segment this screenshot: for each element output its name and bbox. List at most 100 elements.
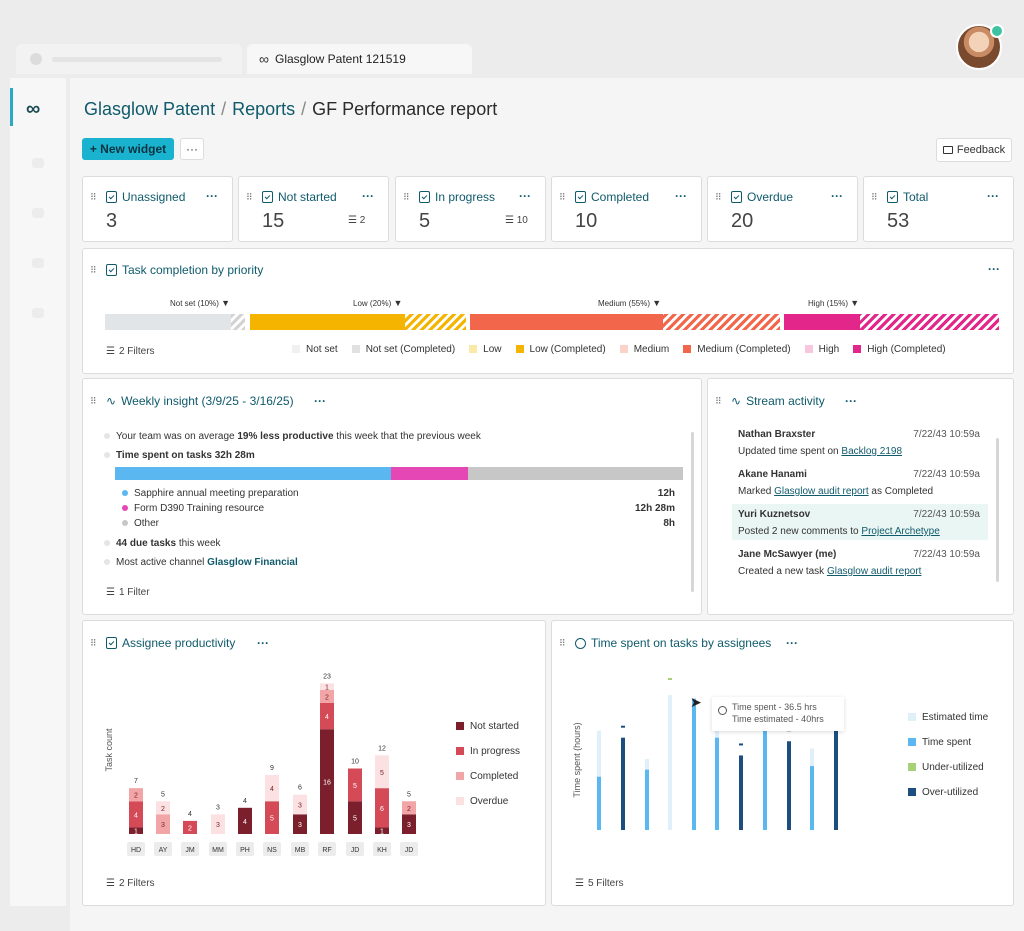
stat-card[interactable] bbox=[863, 176, 1014, 242]
priority-bar-low[interactable] bbox=[250, 314, 405, 330]
stat-more-button[interactable]: ··· bbox=[362, 189, 374, 203]
time-spent-filters[interactable]: ☰ 5 Filters bbox=[575, 878, 624, 889]
drag-handle-icon[interactable]: ⠿ bbox=[90, 265, 97, 275]
priority-bar-notset[interactable] bbox=[105, 314, 231, 330]
drag-handle-icon[interactable]: ⠿ bbox=[246, 192, 253, 202]
drag-handle-icon[interactable]: ⠿ bbox=[403, 192, 410, 202]
legend-item: High bbox=[804, 344, 839, 355]
activity-time: 7/22/43 10:59a bbox=[913, 509, 980, 520]
total-label: 4 bbox=[188, 811, 192, 818]
assignee-filters[interactable]: ☰ 2 Filters bbox=[106, 878, 155, 889]
new-widget-button[interactable]: + New widget bbox=[82, 138, 174, 160]
sidebar-icon[interactable] bbox=[32, 208, 44, 218]
drag-handle-icon[interactable]: ⠿ bbox=[559, 638, 566, 648]
segment-label: 4 bbox=[325, 714, 329, 721]
breadcrumb-root-link[interactable]: Glasglow Patent bbox=[84, 99, 216, 119]
stat-more-button[interactable]: ··· bbox=[987, 189, 999, 203]
priority-bar-notset-completed[interactable] bbox=[231, 314, 245, 330]
drag-handle-icon[interactable]: ⠿ bbox=[90, 638, 97, 648]
time-spent-more-button[interactable]: ··· bbox=[786, 636, 798, 650]
drag-handle-icon[interactable]: ⠿ bbox=[715, 396, 722, 406]
stat-more-button[interactable]: ··· bbox=[519, 189, 531, 203]
bar-segment bbox=[129, 801, 143, 828]
bar-segment bbox=[129, 788, 143, 802]
bar-segment bbox=[320, 729, 334, 834]
priority-filters[interactable]: ☰ 2 Filters bbox=[106, 346, 155, 357]
legend-item: Estimated time bbox=[908, 712, 988, 723]
segment-label: 2 bbox=[407, 806, 411, 813]
priority-bar-high[interactable] bbox=[784, 314, 860, 330]
activity-item[interactable]: Akane Hanami 7/22/43 10:59a Marked Glasglo… bbox=[732, 469, 988, 497]
stream-scrollbar[interactable] bbox=[996, 438, 999, 582]
assignee-more-button[interactable]: ··· bbox=[257, 636, 269, 650]
bar-segment bbox=[348, 801, 362, 834]
drag-handle-icon[interactable]: ⠿ bbox=[871, 192, 878, 202]
drag-handle-icon[interactable]: ⠿ bbox=[90, 396, 97, 406]
over-utilized-marker bbox=[621, 725, 625, 728]
feedback-label: Feedback bbox=[956, 144, 1006, 156]
total-label: 5 bbox=[161, 791, 165, 798]
priority-more-button[interactable]: ··· bbox=[988, 262, 1000, 276]
stat-more-button[interactable]: ··· bbox=[675, 189, 687, 203]
stat-more-button[interactable]: ··· bbox=[831, 189, 843, 203]
drag-handle-icon[interactable]: ⠿ bbox=[559, 192, 566, 202]
stat-more-button[interactable]: ··· bbox=[206, 189, 218, 203]
more-options-button[interactable]: ··· bbox=[180, 138, 204, 160]
stat-value: 53 bbox=[887, 210, 910, 232]
channel-link[interactable]: Glasglow Financial bbox=[207, 557, 298, 568]
activity-link[interactable]: Glasglow audit report bbox=[774, 486, 869, 497]
drag-handle-icon[interactable]: ⠿ bbox=[715, 192, 722, 202]
bar-segment bbox=[402, 814, 416, 834]
sidebar-icon[interactable] bbox=[32, 158, 44, 168]
stat-card[interactable] bbox=[395, 176, 546, 242]
stat-card[interactable] bbox=[707, 176, 858, 242]
activity-description: Updated time spent on Backlog 2198 bbox=[738, 446, 903, 457]
activity-link[interactable]: Backlog 2198 bbox=[841, 446, 903, 457]
stat-filter-count[interactable]: ☰ 10 bbox=[505, 215, 528, 226]
segment-label: 1 bbox=[380, 829, 384, 836]
priority-bar-low-completed[interactable] bbox=[405, 314, 466, 330]
activity-link[interactable]: Project Archetype bbox=[861, 526, 940, 537]
activity-link[interactable]: Glasglow audit report bbox=[826, 566, 922, 577]
segment-label: 3 bbox=[216, 822, 220, 829]
stat-title: Completed bbox=[575, 190, 649, 204]
time-bar-form[interactable] bbox=[391, 467, 468, 480]
sidebar: ∞ bbox=[10, 78, 66, 906]
total-label: 12 bbox=[378, 745, 386, 752]
activity-item[interactable]: Jane McSawyer (me) 7/22/43 10:59a Created … bbox=[732, 549, 988, 577]
tab-glasglow-patent[interactable]: ∞ Glasglow Patent 121519 bbox=[247, 44, 472, 74]
bar-segment bbox=[156, 801, 170, 815]
segment-label: 3 bbox=[407, 822, 411, 829]
feedback-button[interactable]: Feedback bbox=[936, 138, 1012, 162]
tab-placeholder[interactable] bbox=[16, 44, 242, 74]
time-bar-sapphire[interactable] bbox=[115, 467, 391, 480]
sidebar-icon[interactable] bbox=[32, 308, 44, 318]
breadcrumb-section-link[interactable]: Reports bbox=[232, 99, 296, 119]
priority-bar-high-completed[interactable] bbox=[860, 314, 999, 330]
stat-card[interactable] bbox=[551, 176, 702, 242]
stat-filter-count[interactable]: ☰ 2 bbox=[348, 215, 366, 226]
productivity-summary: Your team was on average 19% less produc… bbox=[104, 431, 481, 442]
bar-segment bbox=[265, 775, 279, 802]
time-bar-other[interactable] bbox=[468, 467, 683, 480]
over-utilized-bar bbox=[834, 723, 838, 830]
stream-more-button[interactable]: ··· bbox=[845, 394, 857, 408]
stat-card[interactable] bbox=[82, 176, 233, 242]
weekly-filters[interactable]: ☰ 1 Filter bbox=[106, 587, 150, 598]
weekly-more-button[interactable]: ··· bbox=[314, 394, 326, 408]
comment-icon bbox=[942, 146, 953, 154]
stat-value: 10 bbox=[575, 210, 598, 232]
sidebar-icon[interactable] bbox=[32, 258, 44, 268]
segment-label: 3 bbox=[161, 822, 165, 829]
stat-card[interactable] bbox=[238, 176, 389, 242]
drag-handle-icon[interactable]: ⠿ bbox=[90, 192, 97, 202]
infinity-logo-icon[interactable]: ∞ bbox=[26, 98, 41, 120]
category-label: PH bbox=[240, 847, 250, 854]
priority-bar-medium[interactable] bbox=[470, 314, 663, 330]
activity-item[interactable]: Yuri Kuznetsov 7/22/43 10:59a Posted 2 new… bbox=[732, 509, 988, 537]
activity-item[interactable]: Nathan Braxster 7/22/43 10:59a Updated tim… bbox=[732, 429, 988, 457]
weekly-scrollbar[interactable] bbox=[691, 432, 694, 592]
priority-bar-medium-completed[interactable] bbox=[663, 314, 780, 330]
spent-bar bbox=[597, 776, 601, 830]
activity-time: 7/22/43 10:59a bbox=[913, 429, 980, 440]
